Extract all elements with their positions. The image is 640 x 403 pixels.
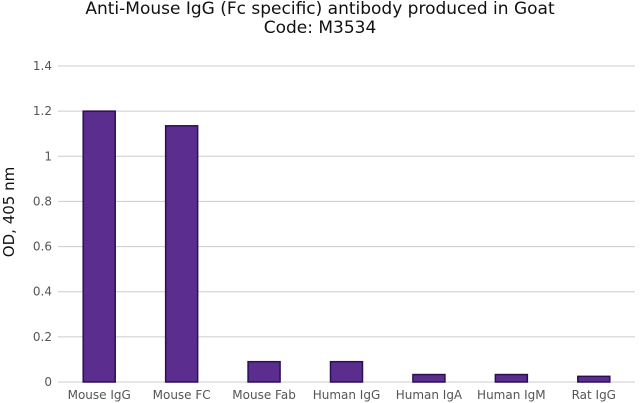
bar-human-iga (412, 373, 446, 383)
y-tick-label: 1 (44, 149, 52, 163)
bar-mouse-fc (164, 125, 199, 383)
x-tick-label: Mouse FC (153, 388, 211, 402)
chart-title-block: Anti-Mouse IgG (Fc specific) antibody pr… (0, 0, 640, 38)
bar-mouse-fab (247, 360, 281, 383)
bar-human-igm (494, 373, 529, 383)
chart-title: Anti-Mouse IgG (Fc specific) antibody pr… (85, 0, 555, 19)
y-tick-label: 0.4 (33, 285, 52, 299)
y-tick-label: 1.4 (33, 59, 52, 73)
y-tick-label: 0 (44, 375, 52, 389)
x-tick-label: Rat IgG (572, 388, 616, 402)
x-tick-label: Mouse Fab (232, 388, 296, 402)
x-tick-labels: Mouse IgG Mouse FC Mouse Fab Human IgG Human… (68, 388, 616, 402)
chart-subtitle: Code: M3534 (263, 18, 377, 38)
bar-mouse-igg (82, 110, 116, 383)
y-tick-label: 0.8 (33, 194, 52, 208)
bars (82, 110, 611, 383)
y-tick-labels: 0 0.2 0.4 0.6 0.8 1 1.2 1.4 (33, 59, 52, 389)
gridlines (58, 65, 635, 383)
y-axis-label: OD, 405 nm (0, 167, 18, 257)
x-tick-label: Mouse IgG (68, 388, 131, 402)
y-tick-label: 0.2 (33, 330, 52, 344)
x-tick-label: Human IgA (396, 388, 463, 402)
bar-human-igg (329, 360, 364, 383)
bar-rat-igg (577, 375, 611, 383)
x-tick-label: Human IgM (477, 388, 546, 402)
y-tick-label: 1.2 (33, 104, 52, 118)
x-tick-label: Human IgG (313, 388, 381, 402)
y-tick-label: 0.6 (33, 240, 52, 254)
